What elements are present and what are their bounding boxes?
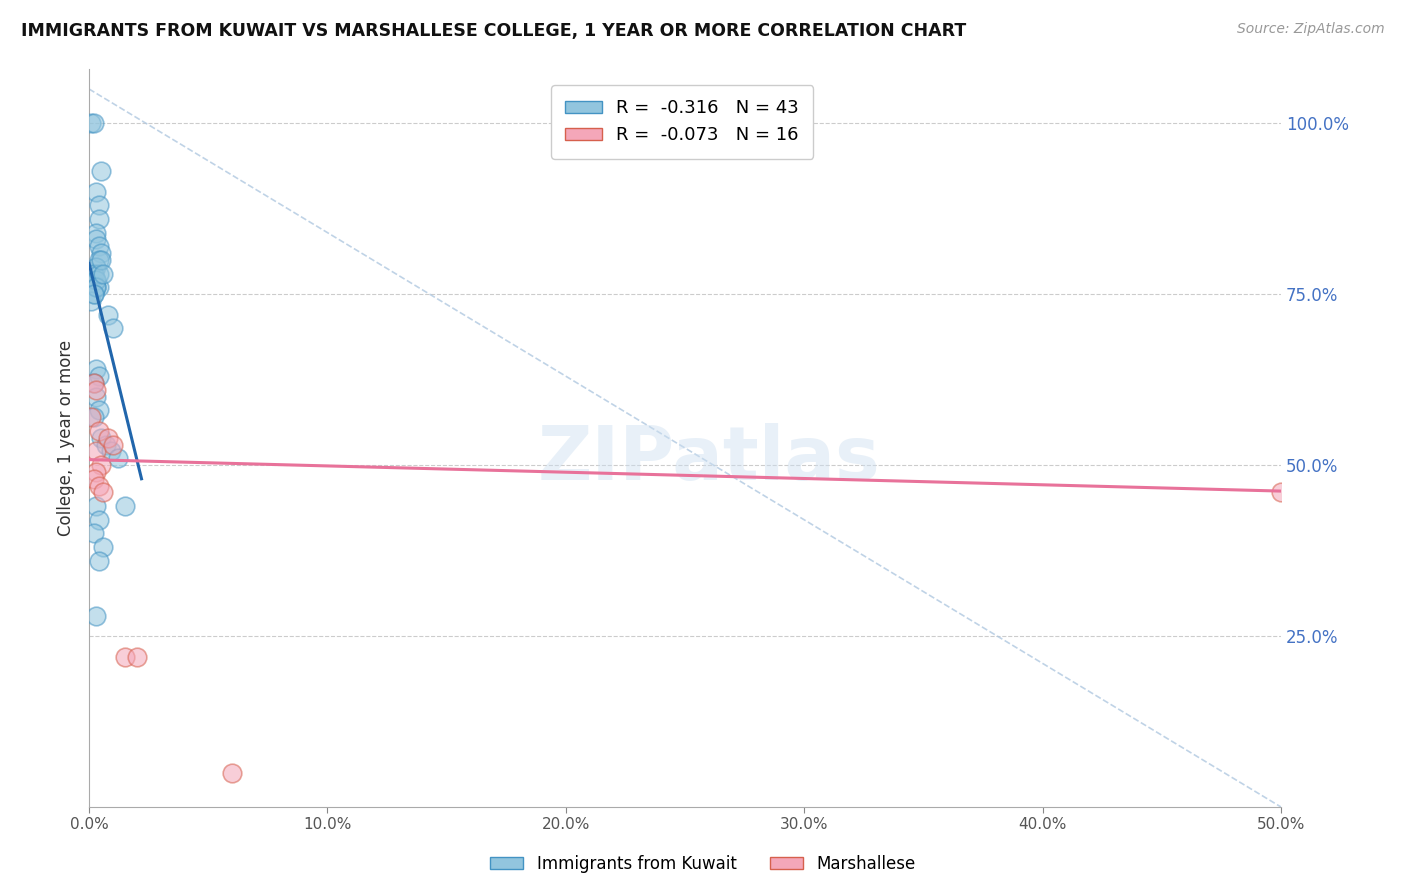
Point [87,252,110,267]
Point [87,369,110,384]
Point [87,280,110,294]
Y-axis label: College, 1 year or more: College, 1 year or more [58,340,75,536]
Point [84,260,107,274]
Point [93,485,115,500]
Point [90,246,112,260]
Text: ZIPatlas: ZIPatlas [537,424,880,497]
Point [84,390,107,404]
Point [84,185,107,199]
Point [87,211,110,226]
Point [87,424,110,438]
Point [84,499,107,513]
Point [84,273,107,287]
Point [114,649,136,664]
Point [83,376,105,390]
Point [80,116,103,130]
Point [84,383,107,397]
Legend: Immigrants from Kuwait, Marshallese: Immigrants from Kuwait, Marshallese [484,848,922,880]
Text: Source: ZipAtlas.com: Source: ZipAtlas.com [1237,22,1385,37]
Point [84,608,107,623]
Point [83,267,105,281]
Point [84,280,107,294]
Point [101,437,124,451]
Point [90,431,112,445]
Point [125,649,148,664]
Point [114,499,136,513]
Point [83,287,105,301]
Legend: R =  -0.316   N = 43, R =  -0.073   N = 16: R = -0.316 N = 43, R = -0.073 N = 16 [551,85,813,159]
Point [93,540,115,554]
Point [84,362,107,376]
Point [84,226,107,240]
Point [84,280,107,294]
Point [87,554,110,568]
Point [83,472,105,486]
Point [84,232,107,246]
Point [87,239,110,253]
Point [97,431,120,445]
Point [90,458,112,472]
Point [107,451,129,466]
Point [90,252,112,267]
Point [90,164,112,178]
Point [83,116,105,130]
Point [84,273,107,287]
Point [87,478,110,492]
Point [101,321,124,335]
Point [87,198,110,212]
Point [83,526,105,541]
Point [80,410,103,425]
Point [87,267,110,281]
Point [97,308,120,322]
Point [1270,485,1292,500]
Point [83,287,105,301]
Point [221,765,243,780]
Point [84,465,107,479]
Point [94,437,117,451]
Point [87,513,110,527]
Point [87,403,110,417]
Point [83,376,105,390]
Text: IMMIGRANTS FROM KUWAIT VS MARSHALLESE COLLEGE, 1 YEAR OR MORE CORRELATION CHART: IMMIGRANTS FROM KUWAIT VS MARSHALLESE CO… [21,22,966,40]
Point [83,410,105,425]
Point [93,267,115,281]
Point [84,444,107,458]
Point [100,444,122,458]
Point [80,293,103,308]
